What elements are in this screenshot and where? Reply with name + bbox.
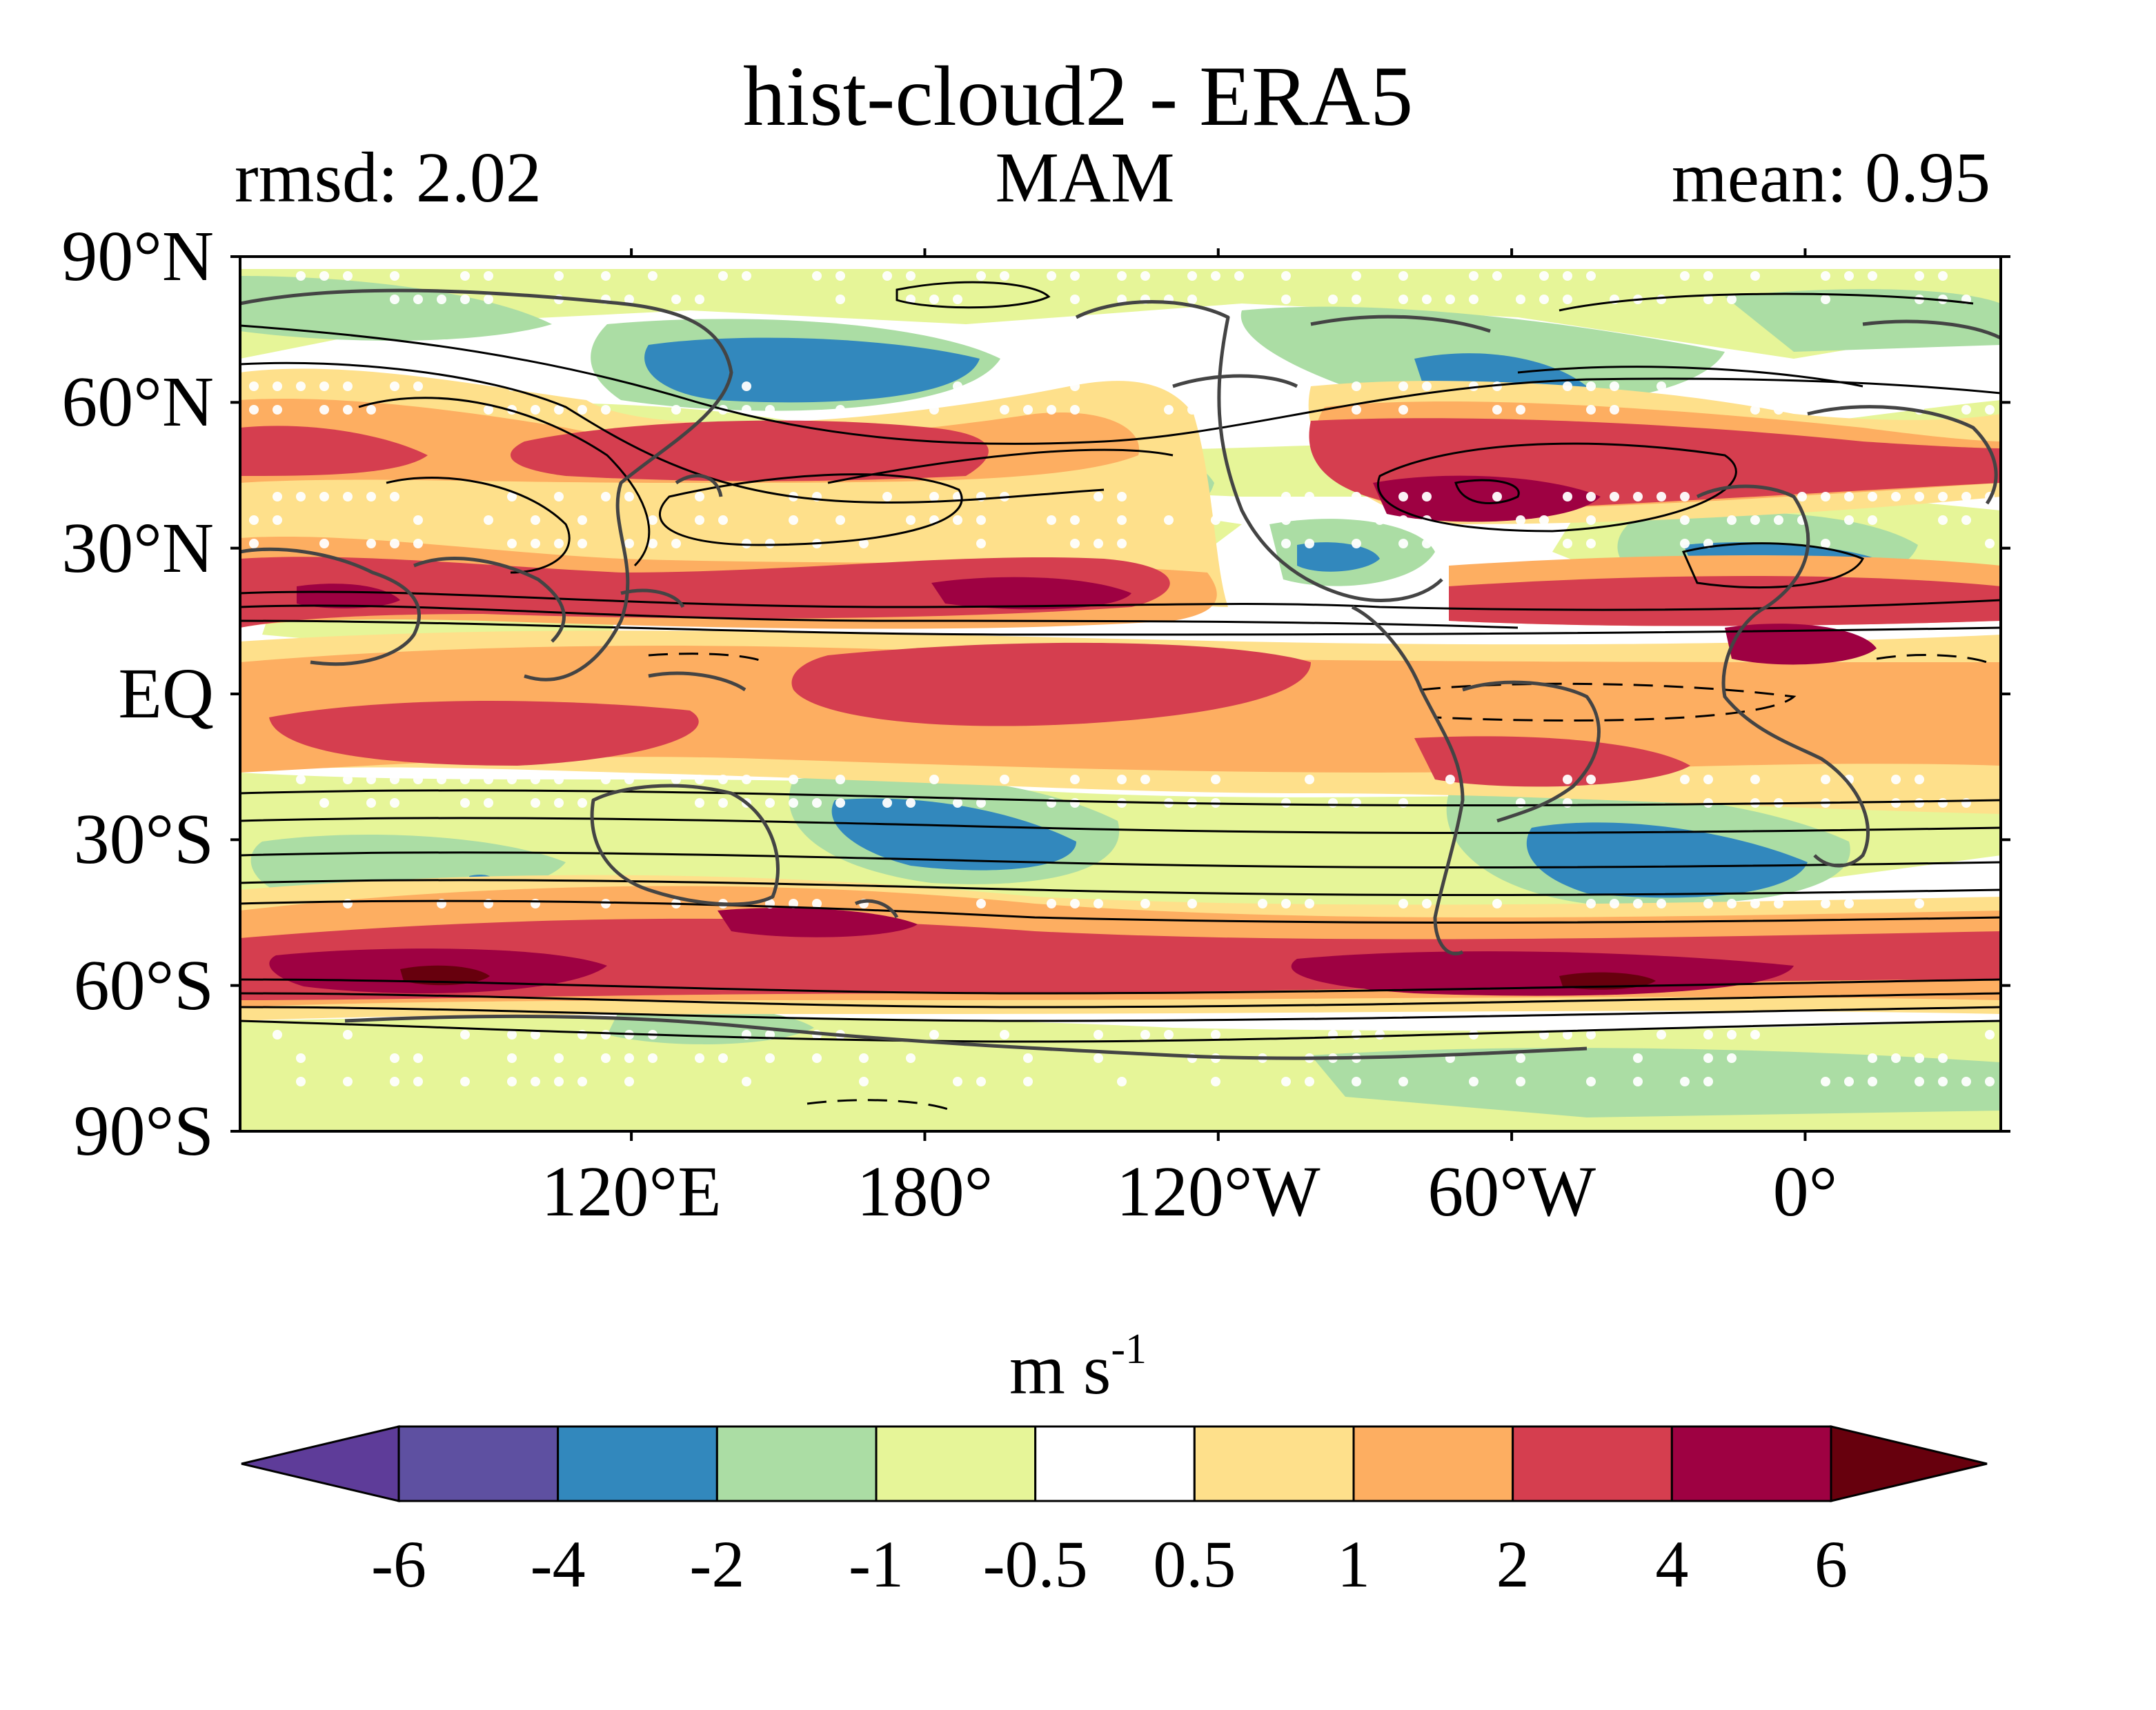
colorbar-segment xyxy=(1034,1425,1196,1502)
rmsd-label: rmsd: 2.02 xyxy=(235,138,542,217)
lat-label: 90°S xyxy=(73,1091,214,1171)
lon-label: 120°E xyxy=(541,1152,722,1231)
colorbar xyxy=(241,1425,1988,1502)
lon-label: 0° xyxy=(1772,1152,1838,1231)
figure-title: hist-cloud2 - ERA5 xyxy=(742,49,1414,143)
colorbar-segment xyxy=(1352,1425,1514,1502)
colorbar-tick-label: 0.5 xyxy=(1153,1527,1236,1601)
colorbar-tick-label: 1 xyxy=(1337,1527,1370,1601)
colorbar-upper-extend xyxy=(1830,1425,1988,1502)
lon-label: 120°W xyxy=(1116,1152,1321,1231)
climatology-contours xyxy=(240,281,2001,1043)
colorbar-tick-label: -1 xyxy=(849,1527,904,1601)
mean-label: mean: 0.95 xyxy=(1671,138,1990,217)
colorbar-tick-label: -4 xyxy=(530,1527,586,1601)
colorbar-tick-label: -0.5 xyxy=(982,1527,1088,1601)
coastlines xyxy=(240,288,2001,1060)
colorbar-tick-label: -6 xyxy=(371,1527,426,1601)
lon-label: 180° xyxy=(856,1152,993,1231)
colorbar-tick-label: 6 xyxy=(1814,1527,1848,1601)
colorbar-segment xyxy=(397,1425,560,1502)
lat-label: 90°N xyxy=(61,217,214,296)
axis-ticks xyxy=(230,248,2010,1141)
colorbar-segment xyxy=(1193,1425,1355,1502)
map-field xyxy=(240,257,2001,1131)
lat-label: 60°N xyxy=(61,362,214,442)
lat-label: 30°S xyxy=(73,799,214,879)
colorbar-units: m s-1 xyxy=(1009,1326,1147,1409)
lat-label: EQ xyxy=(118,654,214,733)
colorbar-segment xyxy=(1512,1425,1673,1502)
colorbar-segment xyxy=(557,1425,718,1502)
season-label: MAM xyxy=(995,138,1175,217)
lat-label: 30°N xyxy=(61,508,214,588)
colorbar-segment xyxy=(1670,1425,1832,1502)
colorbar-lower-extend xyxy=(241,1425,400,1502)
colorbar-segment xyxy=(715,1425,878,1502)
lon-label: 60°W xyxy=(1427,1152,1596,1231)
colorbar-tick-label: 4 xyxy=(1655,1527,1689,1601)
lat-label: 60°S xyxy=(73,945,214,1025)
colorbar-tick-label: -2 xyxy=(689,1527,745,1601)
negative-contours xyxy=(648,653,1988,1112)
colorbar-segment xyxy=(875,1425,1037,1502)
colorbar-tick-label: 2 xyxy=(1496,1527,1530,1601)
